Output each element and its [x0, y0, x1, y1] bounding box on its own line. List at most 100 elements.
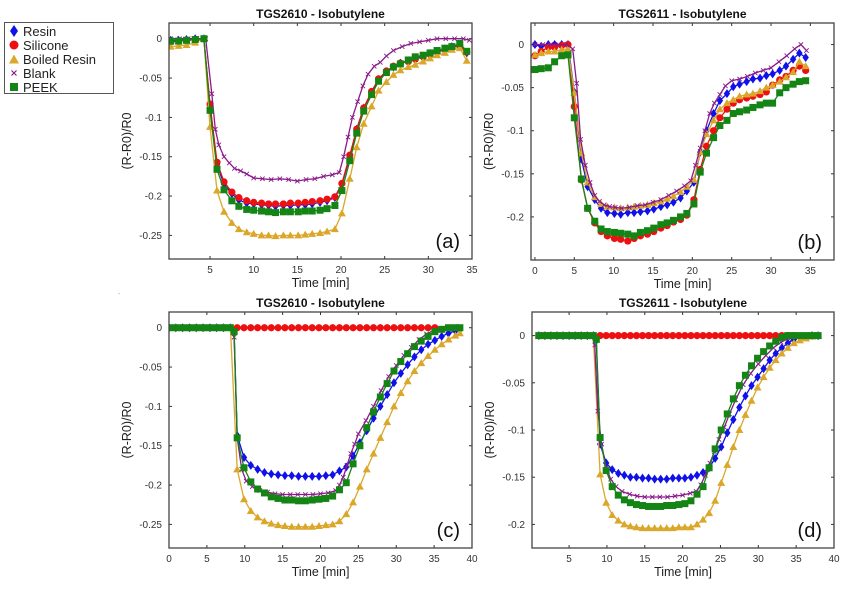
x-tick-label: 5: [207, 265, 213, 276]
plot-area: [169, 34, 472, 240]
data-point: [577, 175, 585, 183]
data-point: [308, 229, 317, 237]
data-point: [286, 231, 295, 239]
data-point: [383, 380, 391, 388]
data-point: [675, 332, 683, 340]
data-point: [723, 89, 731, 99]
data-point: [322, 494, 330, 502]
data-point: [315, 471, 323, 481]
data-point: [340, 474, 346, 480]
data-point: [321, 521, 330, 529]
data-point: [705, 332, 713, 340]
data-point: [376, 324, 384, 332]
data-point: [226, 160, 232, 166]
y-tick-label: -0.15: [139, 441, 162, 452]
axes-frame: [168, 22, 473, 260]
data-point: [397, 324, 405, 332]
x-tick-label: 5: [566, 554, 572, 565]
panel-label: (a): [436, 231, 460, 253]
data-point: [377, 59, 383, 65]
x-tick-label: 20: [335, 265, 347, 276]
data-point: [591, 217, 599, 225]
data-point: [404, 350, 412, 358]
data-point: [760, 332, 768, 340]
data-point: [310, 491, 316, 498]
data-point: [608, 332, 616, 340]
data-point: [634, 493, 640, 499]
data-point: [456, 39, 464, 47]
data-point: [335, 517, 344, 525]
data-point: [390, 367, 398, 375]
data-point: [294, 178, 300, 184]
data-point: [702, 128, 708, 134]
data-point: [645, 502, 653, 510]
data-point: [452, 36, 458, 42]
data-point: [677, 193, 684, 203]
data-point: [213, 186, 222, 194]
panel-label: (d): [798, 520, 822, 542]
data-point: [540, 42, 546, 48]
data-point: [431, 328, 439, 336]
legend-item-silicone: Silicone: [8, 38, 110, 53]
data-point: [749, 103, 757, 111]
data-point: [424, 352, 433, 360]
data-point: [397, 358, 405, 366]
data-point: [260, 489, 268, 497]
data-point: [716, 96, 724, 106]
data-point: [448, 43, 456, 51]
data-point: [227, 218, 236, 226]
data-point: [541, 332, 549, 340]
chart-title: TGS2610 - Isobutylene: [256, 296, 385, 310]
data-point: [365, 71, 371, 77]
data-point: [589, 332, 597, 340]
data-point: [264, 200, 273, 208]
data-point: [281, 496, 289, 504]
data-point: [563, 42, 569, 48]
x-tick-label: 35: [791, 554, 803, 565]
data-point: [279, 200, 287, 208]
data-point: [295, 471, 302, 481]
panel-label: (b): [798, 232, 822, 254]
data-point: [356, 442, 364, 450]
data-point: [742, 391, 749, 401]
data-point: [711, 496, 720, 504]
data-point: [286, 199, 294, 207]
data-point: [242, 228, 251, 236]
data-point: [699, 332, 707, 340]
data-point: [674, 523, 683, 531]
data-point: [182, 41, 191, 49]
data-point: [235, 202, 243, 210]
y-axis-label: (R-R0)/R0: [120, 401, 134, 458]
data-point: [637, 207, 644, 217]
data-point: [349, 324, 357, 332]
data-point: [368, 91, 376, 99]
data-point: [644, 332, 653, 340]
data-point: [782, 84, 790, 92]
data-point: [249, 229, 258, 237]
series-boiled-resin: [531, 44, 810, 212]
data-point: [301, 207, 309, 215]
data-point: [308, 197, 316, 206]
data-point: [345, 134, 351, 140]
data-point: [438, 331, 445, 341]
data-point: [596, 434, 604, 442]
data-point: [367, 102, 376, 110]
y-tick-label: -0.05: [501, 83, 524, 94]
data-point: [683, 209, 691, 217]
x-axis-label: Time [min]: [292, 565, 350, 579]
x-tick-label: 30: [753, 554, 765, 565]
data-point: [783, 343, 792, 351]
data-point: [657, 474, 664, 484]
data-point: [663, 474, 670, 484]
data-point: [191, 36, 199, 44]
data-point: [747, 396, 756, 404]
data-point: [777, 349, 786, 357]
data-point: [277, 176, 283, 182]
series-peek: [169, 324, 464, 505]
data-point: [736, 402, 743, 412]
data-point: [754, 372, 761, 382]
data-point: [531, 66, 539, 74]
data-point: [294, 208, 302, 216]
y-tick-label: -0.25: [139, 520, 162, 531]
